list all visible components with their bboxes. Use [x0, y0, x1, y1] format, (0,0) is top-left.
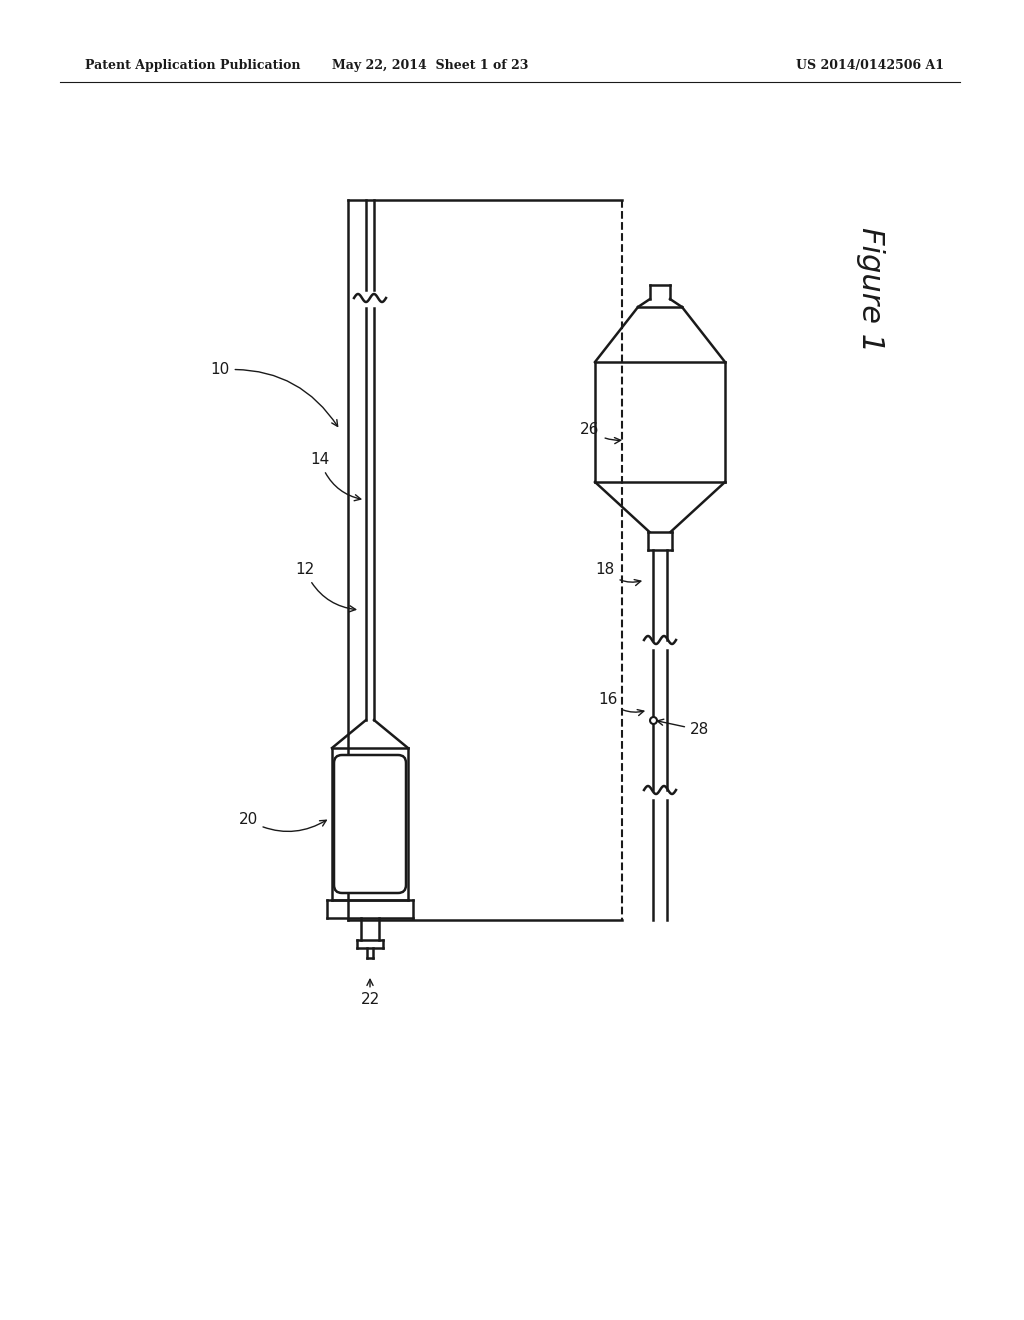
Text: 28: 28 [657, 719, 710, 738]
Text: 14: 14 [310, 453, 360, 500]
Text: Patent Application Publication: Patent Application Publication [85, 58, 300, 71]
FancyBboxPatch shape [334, 755, 406, 894]
Text: May 22, 2014  Sheet 1 of 23: May 22, 2014 Sheet 1 of 23 [332, 58, 528, 71]
Text: 26: 26 [581, 422, 621, 444]
Text: 18: 18 [595, 562, 641, 586]
Text: 16: 16 [598, 693, 644, 715]
Text: US 2014/0142506 A1: US 2014/0142506 A1 [796, 58, 944, 71]
Text: 22: 22 [360, 979, 380, 1007]
Text: 20: 20 [239, 813, 327, 832]
Text: 10: 10 [210, 363, 338, 426]
Text: Figure 1: Figure 1 [855, 227, 885, 352]
Text: 12: 12 [295, 562, 355, 612]
